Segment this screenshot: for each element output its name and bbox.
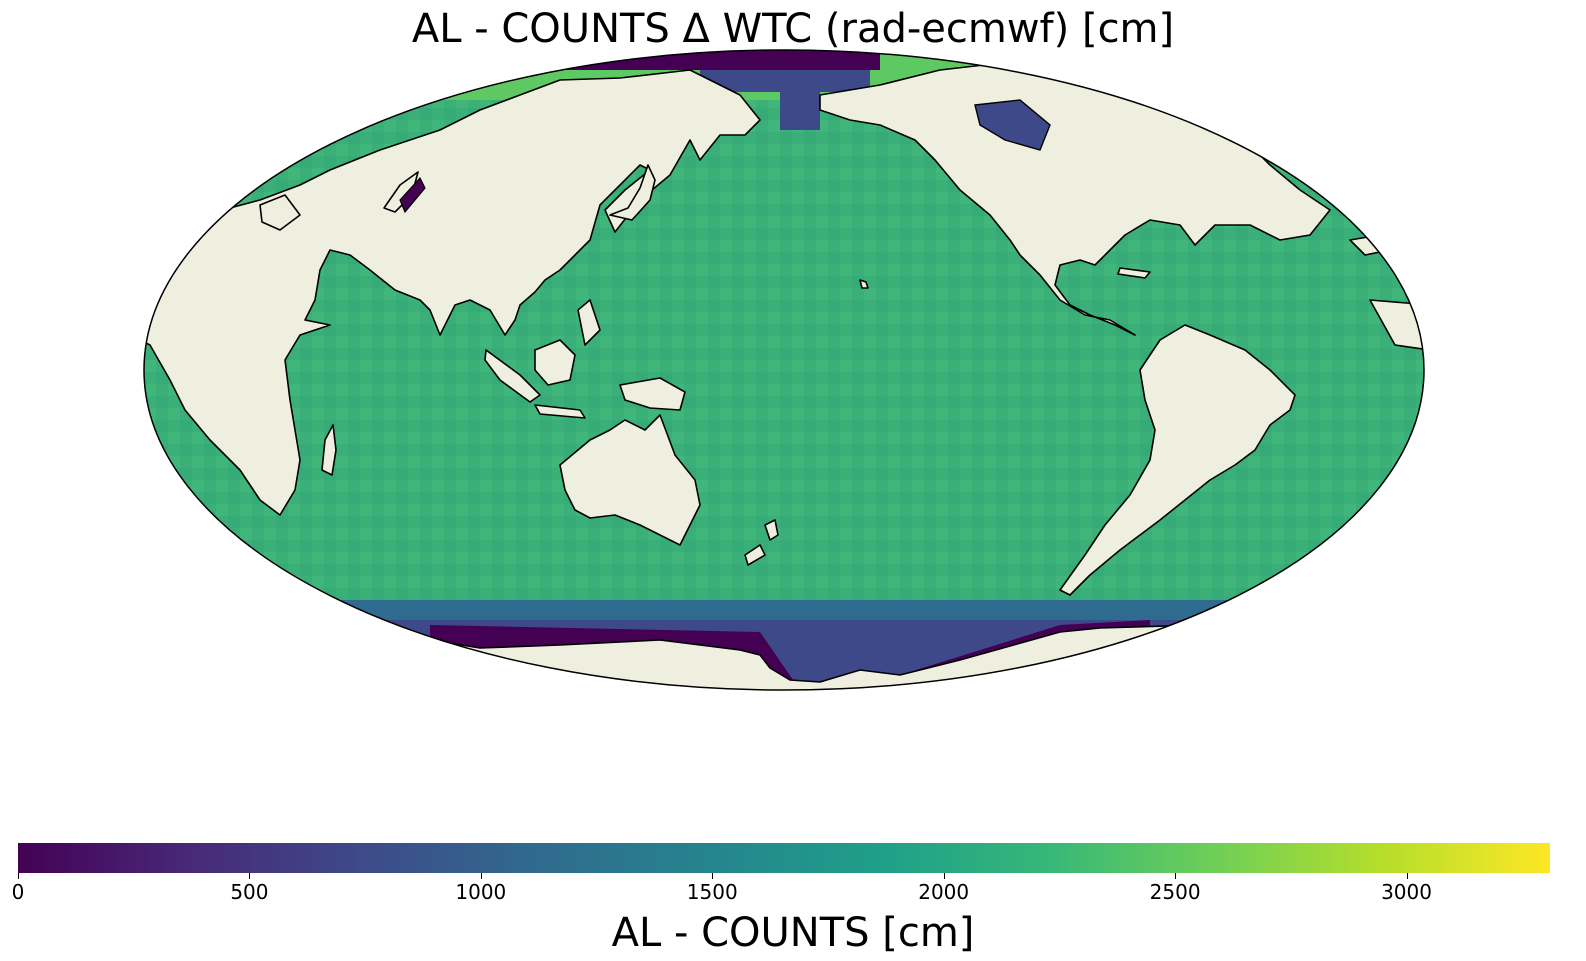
colorbar-label: AL - COUNTS [cm] [611,910,975,956]
land-new-zealand [744,519,779,566]
land-java [534,404,586,419]
globe-outline [143,49,1425,691]
colorbar-tick-label: 1000 [455,880,507,904]
land-cuba [1117,267,1151,279]
colorbar-tick-label: 500 [230,880,269,904]
land-hawaii [859,279,869,289]
colorbar [18,843,1576,873]
bering-strip [780,90,820,130]
land-philippines [577,299,601,346]
land-japan [609,164,656,221]
colorbar-tick-label: 2500 [1149,880,1201,904]
colorbar-tick-label: 3000 [1381,880,1432,904]
land-eurasia-africa [144,69,761,516]
arctic-band-dark [560,50,880,70]
land-sumatra [484,349,541,403]
colorbar-tick-label: 0 [11,880,25,904]
land-scandinavia [259,194,301,231]
colorbar-tick-mark [943,873,945,879]
colorbar-tick-mark [1406,873,1408,879]
colorbar-tick-mark [712,873,714,879]
colorbar-gradient [18,843,1550,873]
colorbar-tick-label: 1500 [686,880,738,904]
land-borneo [534,339,576,386]
colorbar-tick-mark [480,873,482,879]
colorbar-tick-mark [249,873,251,879]
map-globe [144,50,1424,690]
antarctic-band-blue [144,600,1424,622]
arctic-band-blue [700,70,870,92]
land-australia [559,414,701,546]
colorbar-tick-mark [18,873,19,879]
map-title: AL - COUNTS Δ WTC (rad-ecmwf) [cm] [411,6,1175,52]
hudson-bay [974,99,1051,151]
land-new-guinea [619,377,686,411]
land-south-america [1059,324,1296,596]
colorbar-tick-mark [1175,873,1177,879]
caspian-sea [399,176,426,214]
land-madagascar [321,424,337,476]
colorbar-tick-label: 2000 [918,880,970,904]
